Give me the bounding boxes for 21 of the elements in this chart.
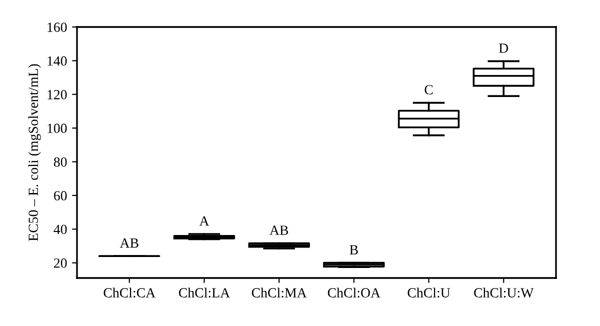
y-axis-title: EC50 – E. coli (mgSolvent/mL) <box>28 64 41 242</box>
annotation: C <box>424 85 433 94</box>
x-tick-label: ChCl:U:W <box>474 288 534 298</box>
y-tick-label: 80 <box>54 157 67 167</box>
x-tick-label: ChCl:CA <box>104 288 156 298</box>
x-tick-label: ChCl:U <box>408 288 450 298</box>
y-tick-label: 160 <box>48 22 67 32</box>
x-tick-label: ChCl:LA <box>178 288 230 298</box>
annotation: AB <box>120 238 138 248</box>
y-tick-label: 20 <box>54 258 67 268</box>
y-tick-label: 140 <box>48 56 67 66</box>
y-tick-label: 60 <box>54 191 67 200</box>
y-tick-label: 40 <box>54 224 67 234</box>
annotation: AB <box>270 226 288 235</box>
x-tick-label: ChCl:MA <box>252 288 307 298</box>
annotation: D <box>498 44 508 53</box>
annotation: A <box>199 216 210 226</box>
x-tick-label: ChCl:OA <box>328 288 380 298</box>
y-tick-label: 100 <box>48 124 67 134</box>
annotation: B <box>350 245 358 254</box>
y-tick-label: 120 <box>48 90 67 100</box>
